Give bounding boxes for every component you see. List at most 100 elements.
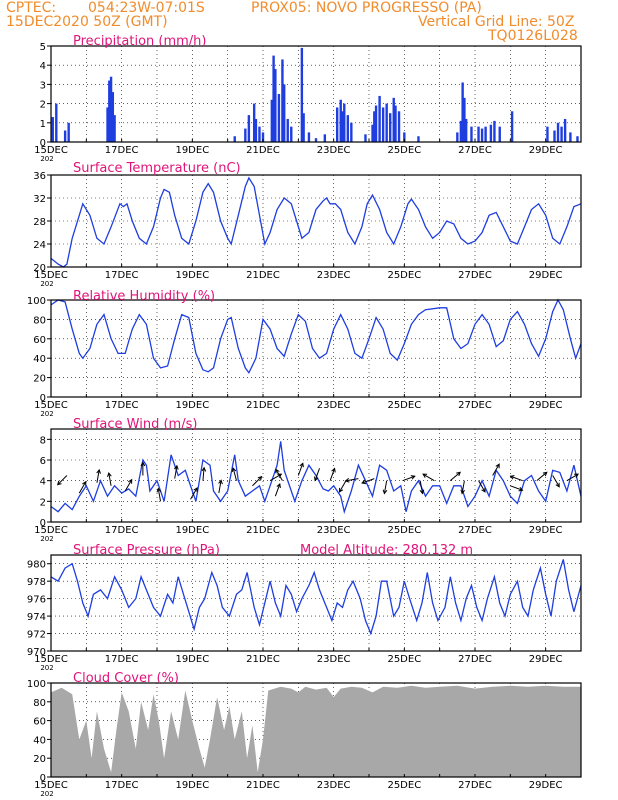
y-tick-label: 80 <box>33 698 46 709</box>
wind-arrow-head <box>331 467 336 473</box>
precip-bar <box>553 130 556 142</box>
wind-arrow-head <box>382 489 388 495</box>
wind-arrow-head <box>460 489 465 495</box>
x-tick-label: 17DEC <box>105 780 139 791</box>
wind-arrow <box>566 473 579 482</box>
x-tick-label: 29DEC <box>529 270 563 281</box>
x-tick-label: 25DEC <box>387 270 421 281</box>
precip-bar <box>470 126 473 142</box>
x-tick-label: 21DEC <box>246 525 280 536</box>
y-tick-label: 28 <box>33 217 46 228</box>
wind-arrow <box>552 475 560 488</box>
x-tick-label: 17DEC <box>105 525 139 536</box>
x-tick-label: 19DEC <box>175 145 209 156</box>
precip-bar <box>459 120 463 142</box>
precip-bar <box>261 132 265 142</box>
wind-arrow <box>275 469 283 481</box>
y-tick-label: 60 <box>33 717 46 728</box>
precip-bar <box>378 95 381 142</box>
panel-2 <box>47 298 582 398</box>
precip-bar <box>480 128 484 142</box>
wind-arrow-head <box>96 468 101 474</box>
x-tick-label: 15DEC <box>34 525 68 536</box>
y-tick-label: 40 <box>33 354 46 365</box>
series-line <box>50 441 582 515</box>
precip-bar <box>556 122 560 142</box>
x-tick-label: 23DEC <box>317 525 351 536</box>
precip-bar <box>576 136 579 142</box>
wind-arrow <box>402 475 415 482</box>
precip-bar <box>464 118 468 142</box>
y-tick-label: 4 <box>40 61 46 72</box>
y-tick-label: 0 <box>40 773 46 784</box>
wind-arrow-head <box>518 486 524 492</box>
precip-bar <box>314 138 318 142</box>
y-tick-label: 100 <box>27 679 46 690</box>
precip-bar <box>364 134 367 142</box>
wind-arrow <box>461 480 465 494</box>
wind-arrow <box>339 480 347 493</box>
precip-bar <box>374 105 378 142</box>
wind-arrow <box>422 473 435 482</box>
panel-frame <box>50 45 582 143</box>
precip-bar <box>417 136 420 142</box>
series-line <box>50 176 582 268</box>
wind-arrow-head <box>361 479 367 485</box>
x-tick-label: 27DEC <box>458 654 492 665</box>
x-tick-label: 27DEC <box>458 780 492 791</box>
precip-bar <box>113 115 116 142</box>
wind-arrow <box>96 469 100 483</box>
y-tick-label: 970 <box>27 647 46 658</box>
wind-arrow-head <box>299 462 304 468</box>
precip-bar <box>283 84 286 142</box>
precip-bar <box>51 117 54 142</box>
precip-bar <box>477 126 480 142</box>
wind-arrow <box>449 471 461 482</box>
precip-bar <box>274 69 277 142</box>
y-tick-label: 8 <box>40 435 46 446</box>
precip-bar <box>456 132 459 142</box>
wind-arrow-head <box>128 478 133 484</box>
wind-arrow-head <box>419 489 425 495</box>
wind-arrow-head <box>555 482 560 488</box>
wind-arrow-head <box>201 466 207 472</box>
panel-frame <box>50 682 582 778</box>
header-model: TQ0126L028 <box>488 28 578 44</box>
panel-frame <box>50 299 582 398</box>
header-station: PROX05: NOVO PROGRESSO (PA) <box>251 0 482 16</box>
precip-bar <box>300 47 304 142</box>
precip-bar <box>277 94 281 142</box>
precip-bar <box>493 120 496 142</box>
wind-arrow <box>108 472 112 486</box>
y-tick-label: 1 <box>40 119 46 130</box>
precip-bar <box>302 113 305 142</box>
x-year-label: 202 <box>40 664 53 672</box>
x-tick-label: 21DEC <box>246 654 280 665</box>
precip-bar <box>510 111 514 142</box>
wind-arrow <box>536 471 548 482</box>
wind-arrow-head <box>314 476 319 482</box>
wind-arrow <box>78 481 87 494</box>
precip-bar <box>346 115 349 142</box>
precip-bar <box>373 111 376 142</box>
wind-arrow <box>157 488 162 502</box>
wind-arrow <box>174 465 178 479</box>
x-tick-label: 23DEC <box>317 400 351 411</box>
precip-bar <box>109 76 113 142</box>
wind-arrow-head <box>338 487 344 493</box>
header-grid-note: Vertical Grid Line: 50Z <box>418 14 575 30</box>
x-tick-label: 27DEC <box>458 400 492 411</box>
panel-title: Cloud Cover (%) <box>73 671 179 686</box>
y-tick-label: 2 <box>40 497 46 508</box>
wind-arrow-head <box>56 480 62 486</box>
y-tick-label: 4 <box>40 477 46 488</box>
wind-arrow-head <box>422 473 428 478</box>
wind-arrow <box>124 479 133 492</box>
panel-0 <box>47 45 582 143</box>
x-tick-label: 21DEC <box>246 145 280 156</box>
y-tick-label: 60 <box>33 335 46 346</box>
header-product: CPTEC: <box>6 0 57 16</box>
wind-arrow-head <box>257 475 263 481</box>
y-tick-label: 5 <box>40 42 46 53</box>
x-tick-label: 17DEC <box>105 145 139 156</box>
